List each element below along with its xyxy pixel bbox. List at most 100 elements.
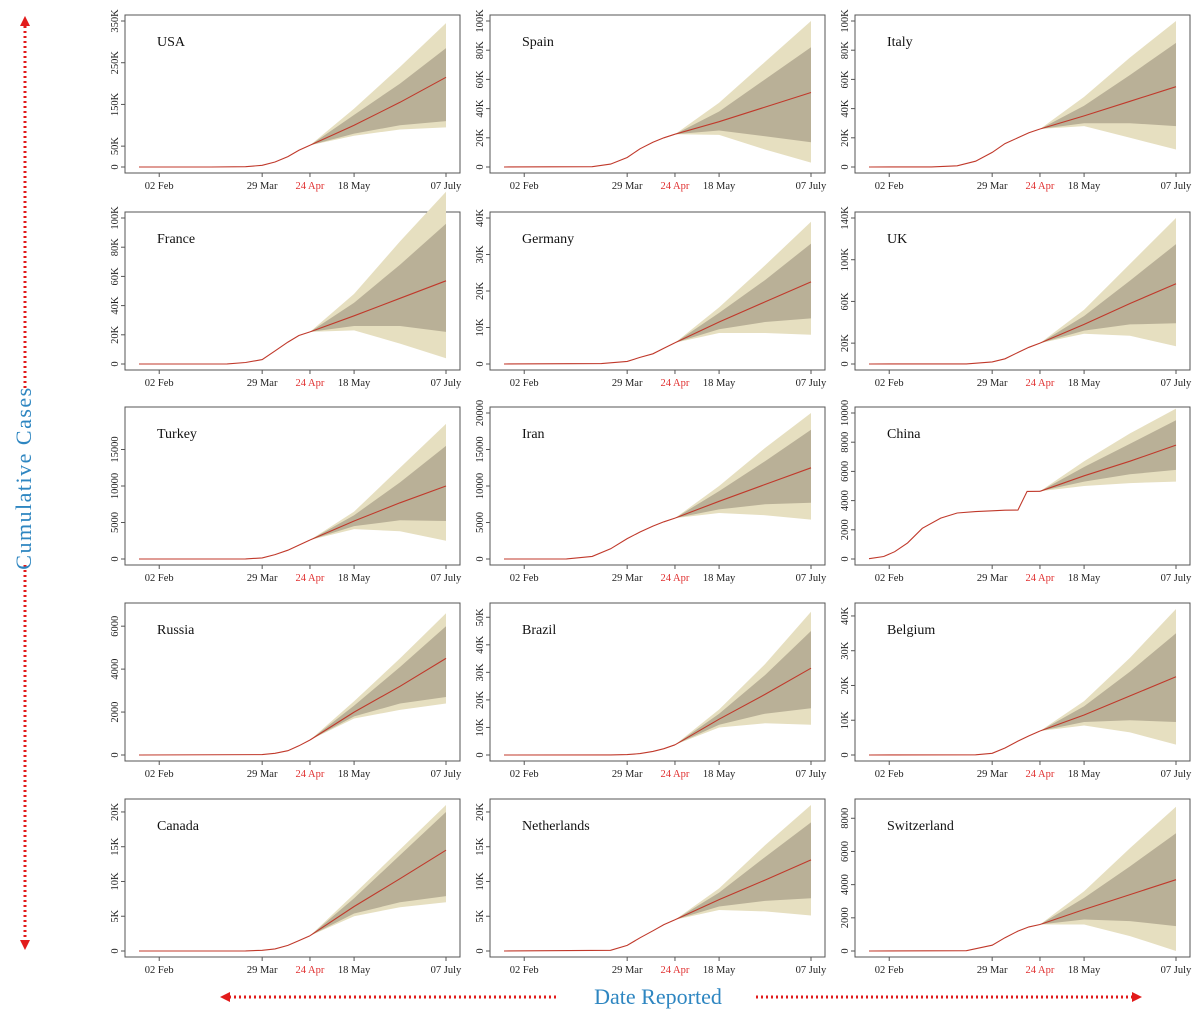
- x-tick-label: 18 May: [338, 573, 371, 584]
- y-tick-label: 100K: [840, 248, 851, 272]
- y-tick-label: 5K: [110, 909, 121, 922]
- y-tick-label: 10K: [475, 718, 486, 737]
- y-tick-label: 0: [475, 752, 486, 757]
- y-tick-label: 0: [110, 164, 121, 169]
- y-tick-label: 5000: [475, 512, 486, 533]
- forecast-inner-band: [675, 243, 811, 343]
- panel-title: Turkey: [157, 427, 197, 442]
- forecast-inner-band: [675, 631, 811, 745]
- y-tick-label: 20K: [110, 325, 121, 344]
- y-tick-label: 0: [475, 164, 486, 169]
- history-line: [503, 919, 676, 952]
- y-tick-label: 15000: [475, 436, 486, 462]
- forecast-line: [309, 485, 447, 541]
- x-tick-label-highlight: 24 Apr: [661, 378, 690, 389]
- panel-frame: [854, 406, 1191, 566]
- y-tick-label: 40K: [475, 209, 486, 228]
- y-tick-label: 20K: [840, 334, 851, 353]
- x-tick-label: 29 Mar: [247, 965, 278, 976]
- x-tick-label: 29 Mar: [977, 965, 1008, 976]
- x-tick-label-highlight: 24 Apr: [1026, 378, 1055, 389]
- x-tick-label-highlight: 24 Apr: [1026, 573, 1055, 584]
- y-tick-label: 100K: [475, 9, 486, 33]
- y-tick-label: 20K: [475, 128, 486, 147]
- history-line: [503, 342, 676, 365]
- y-tick-label: 4000: [110, 659, 121, 680]
- y-tick-label: 0: [840, 752, 851, 757]
- history-line: [868, 128, 1041, 168]
- y-tick-label: 2000: [110, 702, 121, 723]
- x-tick-label: 18 May: [1068, 378, 1101, 389]
- panel-turkey: 0 5000 10000 15000 02 Feb 29 Mar 24 Apr 18 May 0…: [110, 406, 462, 584]
- x-tick-label: 29 Mar: [612, 181, 643, 192]
- x-tick-label: 07 July: [431, 378, 462, 389]
- x-tick-label: 02 Feb: [510, 965, 539, 976]
- x-tick-label: 02 Feb: [145, 769, 174, 780]
- x-tick-label: 07 July: [431, 769, 462, 780]
- x-tick-label: 18 May: [338, 181, 371, 192]
- panel-china: 0 2000 4000 6000 8000 10000 02 Feb 29 Mar 24 Apr…: [840, 400, 1192, 584]
- forecast-line: [1039, 676, 1177, 732]
- y-tick-label: 0: [475, 361, 486, 366]
- panel-title: UK: [887, 232, 907, 247]
- x-tick-label: 18 May: [1068, 573, 1101, 584]
- panel-uk: 0 20K 60K 100K 140K 02 Feb 29 Mar 24 Apr 18 May 0…: [840, 206, 1192, 389]
- y-tick-label: 40K: [840, 99, 851, 118]
- x-tick-label-highlight: 24 Apr: [1026, 769, 1055, 780]
- history-line: [503, 517, 676, 560]
- forecast-inner-band: [675, 47, 811, 143]
- y-tick-label: 60K: [840, 292, 851, 311]
- y-tick-label: 15K: [475, 837, 486, 856]
- x-tick-label: 07 July: [796, 769, 827, 780]
- forecast-line: [1039, 444, 1177, 492]
- panel-title: Iran: [522, 427, 545, 442]
- y-tick-label: 30K: [475, 663, 486, 682]
- y-tick-label: 6000: [840, 461, 851, 482]
- x-tick-label: 18 May: [1068, 181, 1101, 192]
- x-tick-label: 29 Mar: [247, 573, 278, 584]
- x-tick-label: 02 Feb: [875, 573, 904, 584]
- y-tick-label: 4000: [840, 490, 851, 511]
- forecast-inner-band: [310, 812, 446, 936]
- forecast-line: [674, 467, 812, 519]
- x-tick-label: 02 Feb: [510, 573, 539, 584]
- history-line: [868, 342, 1041, 365]
- forecast-line: [674, 859, 812, 921]
- y-tick-label: 40K: [475, 99, 486, 118]
- y-tick-label: 0: [475, 556, 486, 561]
- panel-title: Italy: [887, 35, 913, 50]
- panel-italy: 0 20K 40K 60K 80K 100K 02 Feb 29 Mar 24 Apr 18 Ma…: [840, 9, 1192, 192]
- forecast-inner-band: [310, 626, 446, 740]
- forecast-inner-band: [1040, 244, 1176, 344]
- x-tick-label: 02 Feb: [875, 965, 904, 976]
- x-tick-label: 29 Mar: [977, 573, 1008, 584]
- panel-grid: 0 50K 150K 250K 350K 02 Feb 29 Mar 24 Apr 18 May…: [110, 9, 1192, 976]
- y-tick-label: 20K: [840, 676, 851, 695]
- x-tick-label: 18 May: [1068, 769, 1101, 780]
- y-tick-label: 20K: [840, 128, 851, 147]
- forecast-outer-band: [310, 805, 446, 936]
- y-tick-label: 100K: [110, 206, 121, 230]
- x-tick-label: 02 Feb: [145, 378, 174, 389]
- x-tick-label: 07 July: [1161, 965, 1192, 976]
- y-tick-label: 60K: [840, 70, 851, 89]
- x-tick-label: 18 May: [338, 378, 371, 389]
- x-tick-label-highlight: 24 Apr: [661, 573, 690, 584]
- panel-spain: 0 20K 40K 60K 80K 100K 02 Feb 29 Mar 24 Apr 18 Ma…: [475, 9, 827, 192]
- y-tick-label: 0: [110, 556, 121, 561]
- y-tick-label: 20K: [475, 690, 486, 709]
- y-tick-label: 10000: [840, 400, 851, 426]
- forecast-inner-band: [310, 223, 446, 332]
- panel-netherlands: 0 5K 10K 15K 20K 02 Feb 29 Mar 24 Apr 18 May 07 J…: [475, 798, 827, 976]
- panel-title: Belgium: [887, 623, 935, 638]
- x-tick-label: 29 Mar: [247, 378, 278, 389]
- y-tick-label: 50K: [475, 608, 486, 627]
- x-tick-label: 02 Feb: [875, 769, 904, 780]
- x-tick-label: 29 Mar: [612, 378, 643, 389]
- history-line: [868, 490, 1041, 560]
- y-tick-label: 0: [840, 556, 851, 561]
- x-tick-label: 02 Feb: [145, 965, 174, 976]
- forecast-inner-band: [675, 429, 811, 519]
- x-tick-label-highlight: 24 Apr: [296, 378, 325, 389]
- y-tick-label: 140K: [840, 206, 851, 230]
